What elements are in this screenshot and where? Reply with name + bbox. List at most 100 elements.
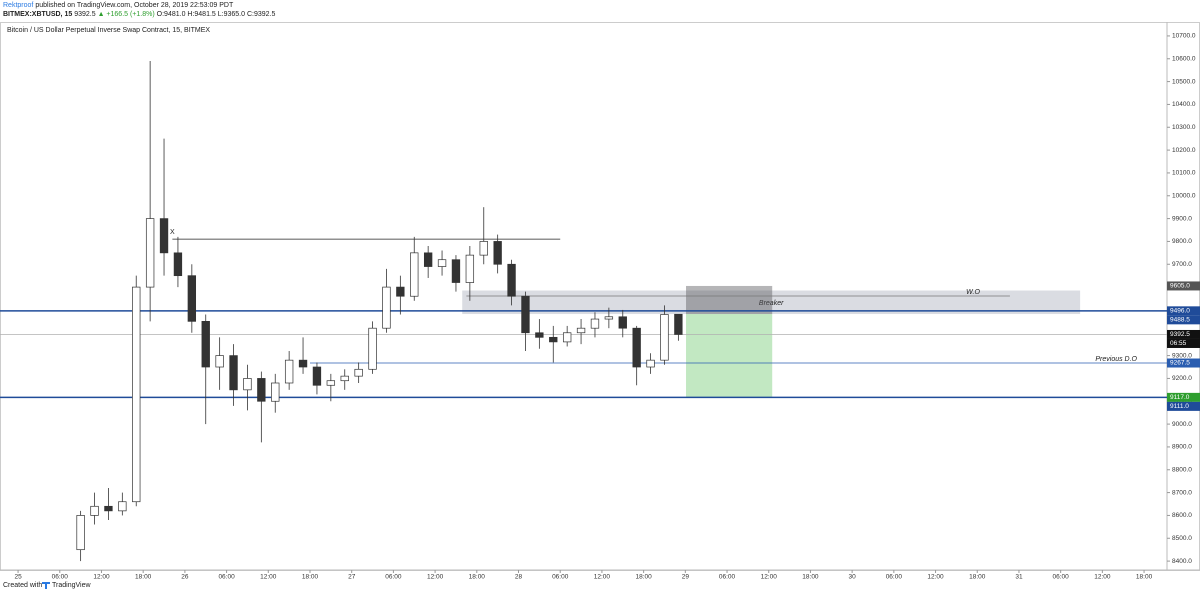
- x-tick-label: 18:00: [302, 574, 319, 581]
- x-tick-label: 06:00: [218, 574, 235, 581]
- x-tick-label: 18:00: [802, 574, 819, 581]
- candle-body: [437, 259, 447, 267]
- author[interactable]: Rektproof: [3, 2, 33, 9]
- y-tick-label: 10000.0: [1172, 192, 1196, 199]
- countdown-box: [1167, 338, 1200, 348]
- y-tick-label: 10200.0: [1172, 147, 1196, 154]
- price-label: 9392.5: [1170, 331, 1190, 338]
- symbol-line: BITMEX:XBTUSD, 15 9392.5 ▲ +166.5 (+1.8%…: [3, 11, 275, 18]
- candle-body: [660, 314, 669, 361]
- logo: [42, 582, 50, 589]
- candle-body: [326, 380, 336, 386]
- price-label-box: [1167, 358, 1200, 368]
- price-label: 9117.0: [1170, 394, 1190, 401]
- x-tick-label: 18:00: [135, 574, 152, 581]
- line-label: X: [170, 229, 175, 236]
- zone-label: Breaker: [759, 300, 784, 307]
- candle-body: [173, 252, 183, 277]
- x-tick-label: 31: [1015, 574, 1023, 581]
- candle-body: [382, 286, 391, 329]
- x-tick-label: 25: [14, 574, 22, 581]
- candle-body: [118, 501, 127, 512]
- candle-body: [493, 241, 502, 265]
- last-price: 9392.5: [74, 11, 96, 18]
- symbol: BITMEX:XBTUSD, 15: [3, 11, 72, 18]
- change: ▲ +166.5 (+1.8%): [98, 11, 155, 18]
- y-tick-label: 8400.0: [1172, 558, 1192, 565]
- x-tick-label: 29: [682, 574, 690, 581]
- footer-text: Created with: [3, 582, 42, 589]
- x-tick-label: 27: [348, 574, 356, 581]
- candle-body: [674, 313, 683, 335]
- y-tick-label: 10300.0: [1172, 124, 1196, 131]
- candle-body: [76, 515, 85, 551]
- y-tick-label: 9000.0: [1172, 421, 1192, 428]
- x-tick-label: 12:00: [427, 574, 444, 581]
- y-tick-label: 8900.0: [1172, 444, 1192, 451]
- footer-brand[interactable]: TradingView: [52, 582, 91, 589]
- x-tick-label: 18:00: [969, 574, 986, 581]
- x-tick-label: 12:00: [93, 574, 110, 581]
- price-label-box: [1167, 315, 1200, 325]
- candle-body: [521, 295, 530, 334]
- x-tick-label: 06:00: [52, 574, 69, 581]
- candle-body: [159, 218, 169, 254]
- x-tick-label: 06:00: [1053, 574, 1070, 581]
- zone: [686, 285, 773, 315]
- y-tick-label: 8700.0: [1172, 489, 1192, 496]
- candle-body: [549, 336, 558, 343]
- x-tick-label: 18:00: [1136, 574, 1153, 581]
- candle-body: [229, 355, 238, 391]
- y-tick-label: 10600.0: [1172, 55, 1196, 62]
- candle-body: [507, 263, 516, 297]
- price-label: 9111.0: [1170, 403, 1189, 410]
- line-label: W.O: [966, 289, 980, 296]
- candle-body: [576, 327, 586, 334]
- x-tick-label: 12:00: [260, 574, 277, 581]
- y-tick-label: 9200.0: [1172, 375, 1192, 382]
- ohlc: O:9481.0 H:9481.5 L:9365.0 C:9392.5: [157, 11, 276, 18]
- header-line: Rektproof published on TradingView.com, …: [3, 2, 234, 9]
- x-tick-label: 12:00: [761, 574, 778, 581]
- candle-body: [368, 327, 377, 370]
- candle-body: [618, 316, 627, 329]
- candle-body: [284, 359, 294, 384]
- y-tick-label: 10700.0: [1172, 33, 1196, 40]
- y-tick-label: 10400.0: [1172, 101, 1196, 108]
- y-tick-label: 8500.0: [1172, 535, 1192, 542]
- chart-title: Bitcoin / US Dollar Perpetual Inverse Sw…: [7, 27, 210, 34]
- price-label-box: [1167, 329, 1200, 339]
- y-tick-label: 9300.0: [1172, 352, 1192, 359]
- candle-body: [354, 368, 363, 377]
- candle-body: [201, 320, 210, 368]
- candle-body: [187, 275, 197, 322]
- x-tick-label: 18:00: [469, 574, 486, 581]
- x-tick-label: 12:00: [1094, 574, 1111, 581]
- y-tick-label: 9700.0: [1172, 261, 1192, 268]
- countdown: 06:55: [1170, 340, 1187, 347]
- x-tick-label: 06:00: [552, 574, 569, 581]
- candle-body: [646, 359, 655, 368]
- x-tick-label: 18:00: [635, 574, 652, 581]
- candle-body: [423, 252, 433, 267]
- price-label: 9267.5: [1170, 360, 1190, 367]
- candle-body: [145, 218, 155, 288]
- y-tick-label: 9800.0: [1172, 238, 1192, 245]
- price-label-box: [1167, 281, 1200, 291]
- y-tick-label: 8800.0: [1172, 466, 1192, 473]
- candle-body: [632, 327, 641, 368]
- candle-body: [90, 505, 99, 516]
- candle-body: [298, 359, 308, 368]
- candle-body: [396, 286, 405, 297]
- price-label-box: [1167, 392, 1200, 402]
- candle-body: [132, 286, 141, 503]
- price-label-box: [1167, 401, 1200, 411]
- candle-body: [215, 355, 224, 368]
- price-label-box: [1167, 306, 1200, 316]
- candle-body: [465, 254, 475, 283]
- y-tick-label: 10500.0: [1172, 78, 1196, 85]
- price-label: 9605.0: [1170, 283, 1190, 290]
- x-tick-label: 06:00: [385, 574, 402, 581]
